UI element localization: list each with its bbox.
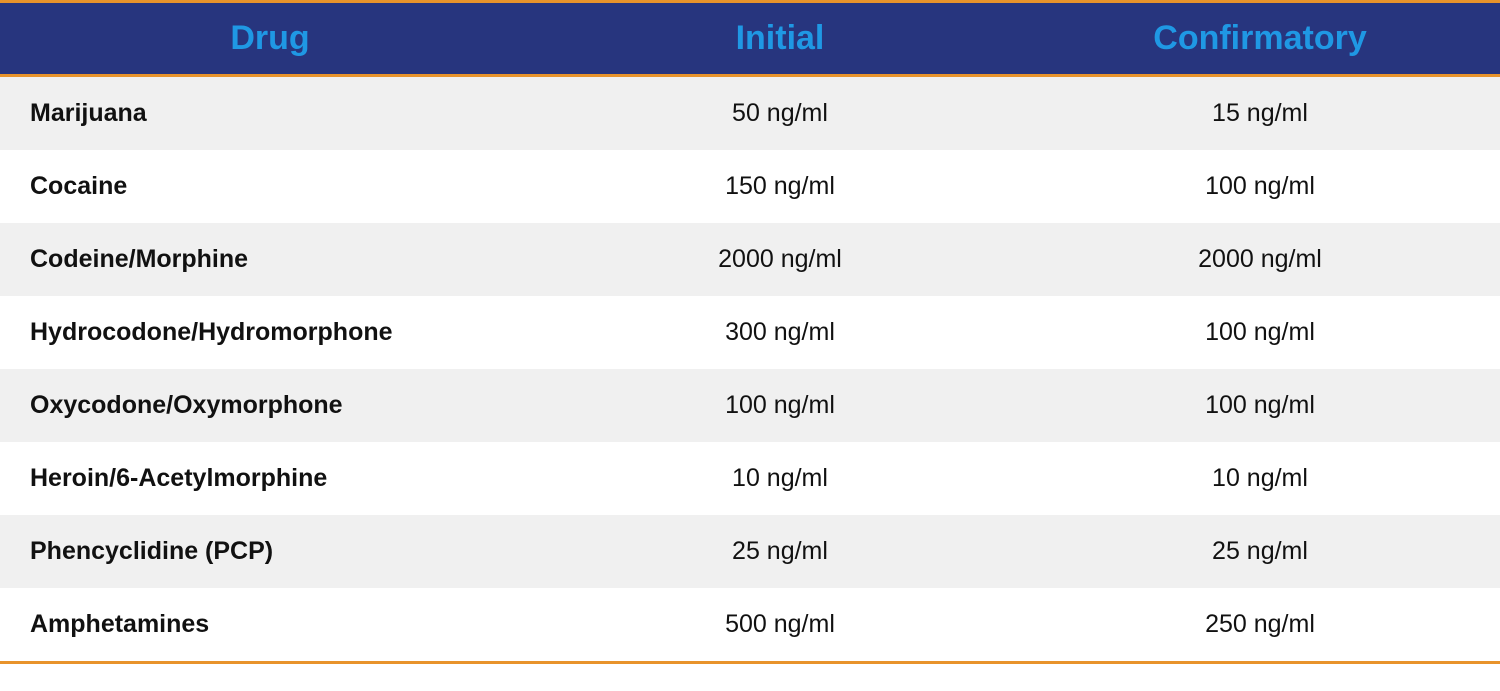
cell-drug: Heroin/6-Acetylmorphine: [0, 442, 540, 515]
table-row: Heroin/6-Acetylmorphine 10 ng/ml 10 ng/m…: [0, 442, 1500, 515]
cell-confirmatory: 250 ng/ml: [1020, 588, 1500, 663]
cell-confirmatory: 15 ng/ml: [1020, 76, 1500, 151]
column-header-drug: Drug: [0, 2, 540, 76]
table-row: Hydrocodone/Hydromorphone 300 ng/ml 100 …: [0, 296, 1500, 369]
drug-testing-table-container: Drug Initial Confirmatory Marijuana 50 n…: [0, 0, 1500, 664]
table-row: Cocaine 150 ng/ml 100 ng/ml: [0, 150, 1500, 223]
cell-initial: 10 ng/ml: [540, 442, 1020, 515]
cell-drug: Phencyclidine (PCP): [0, 515, 540, 588]
drug-testing-table: Drug Initial Confirmatory Marijuana 50 n…: [0, 0, 1500, 664]
table-row: Oxycodone/Oxymorphone 100 ng/ml 100 ng/m…: [0, 369, 1500, 442]
cell-drug: Oxycodone/Oxymorphone: [0, 369, 540, 442]
cell-confirmatory: 100 ng/ml: [1020, 369, 1500, 442]
cell-initial: 100 ng/ml: [540, 369, 1020, 442]
cell-confirmatory: 100 ng/ml: [1020, 150, 1500, 223]
cell-confirmatory: 100 ng/ml: [1020, 296, 1500, 369]
cell-confirmatory: 10 ng/ml: [1020, 442, 1500, 515]
cell-drug: Hydrocodone/Hydromorphone: [0, 296, 540, 369]
cell-drug: Marijuana: [0, 76, 540, 151]
table-row: Codeine/Morphine 2000 ng/ml 2000 ng/ml: [0, 223, 1500, 296]
table-row: Amphetamines 500 ng/ml 250 ng/ml: [0, 588, 1500, 663]
column-header-initial: Initial: [540, 2, 1020, 76]
table-header-row: Drug Initial Confirmatory: [0, 2, 1500, 76]
table-row: Marijuana 50 ng/ml 15 ng/ml: [0, 76, 1500, 151]
cell-drug: Codeine/Morphine: [0, 223, 540, 296]
cell-initial: 150 ng/ml: [540, 150, 1020, 223]
cell-initial: 500 ng/ml: [540, 588, 1020, 663]
cell-confirmatory: 25 ng/ml: [1020, 515, 1500, 588]
cell-drug: Amphetamines: [0, 588, 540, 663]
column-header-confirmatory: Confirmatory: [1020, 2, 1500, 76]
cell-initial: 300 ng/ml: [540, 296, 1020, 369]
cell-initial: 25 ng/ml: [540, 515, 1020, 588]
cell-initial: 2000 ng/ml: [540, 223, 1020, 296]
cell-confirmatory: 2000 ng/ml: [1020, 223, 1500, 296]
table-row: Phencyclidine (PCP) 25 ng/ml 25 ng/ml: [0, 515, 1500, 588]
cell-drug: Cocaine: [0, 150, 540, 223]
cell-initial: 50 ng/ml: [540, 76, 1020, 151]
